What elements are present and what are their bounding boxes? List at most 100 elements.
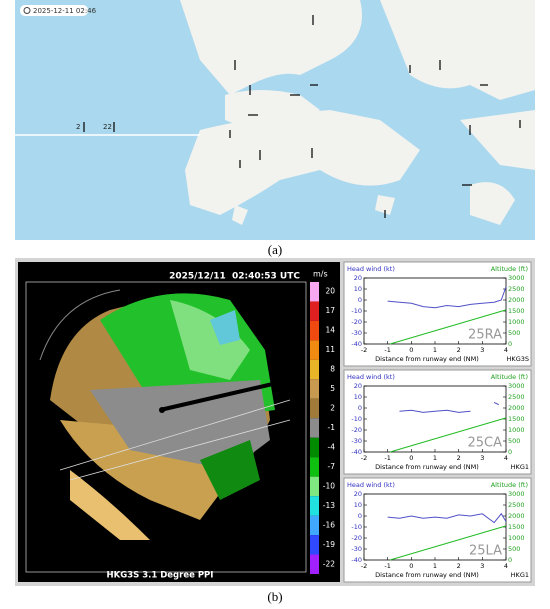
y2-tick-label: 500 [508, 437, 520, 445]
y-tick-label: -30 [351, 437, 362, 445]
y-tick-label: -30 [351, 329, 362, 337]
runway-label: 25RA [468, 328, 502, 343]
series-line [389, 417, 507, 453]
y-tick-label: -40 [351, 556, 362, 564]
x-tick-label: -2 [361, 562, 367, 570]
series-line [387, 512, 507, 524]
runway-label: 25CA [467, 436, 502, 451]
map-timestamp: 2025-12-11 02:46 [33, 7, 97, 15]
y2-tick-label: 2500 [508, 285, 525, 293]
y2-tick-label: 0 [508, 448, 512, 456]
y2-tick-label: 1000 [508, 426, 525, 434]
chart-panel [343, 477, 532, 583]
chart-panel [343, 261, 532, 367]
y2-tick-label: 1500 [508, 415, 525, 423]
y-tick-label: -10 [351, 523, 362, 531]
y-axis-title: Head wind (kt) [347, 481, 395, 489]
x-tick-label: 2 [457, 346, 461, 354]
colorbar-label: -4 [328, 442, 336, 451]
y-tick-label: -20 [351, 426, 362, 434]
colorbar-block [310, 379, 319, 399]
x-tick-label: 4 [504, 454, 508, 462]
runway-label: 25LA [469, 544, 502, 559]
y2-tick-label: 1000 [508, 534, 525, 542]
colorbar-block [310, 457, 319, 477]
y2-tick-label: 3000 [508, 382, 525, 390]
x-axis-title: Distance from runway end (NM) [375, 463, 479, 471]
x-tick-label: -2 [361, 346, 367, 354]
colorbar-label: 8 [330, 365, 335, 374]
y-axis-title: Head wind (kt) [347, 373, 395, 381]
y-tick-label: -30 [351, 545, 362, 553]
x-tick-label: 0 [409, 346, 413, 354]
y-tick-label: 20 [354, 382, 362, 390]
clock-icon [23, 7, 31, 14]
y2-axis-title: Altitude (ft) [491, 265, 528, 273]
y-tick-label: -20 [351, 534, 362, 542]
radar-product: HKG3S 3.1 Degree PPI [107, 571, 214, 581]
y2-axis-title: Altitude (ft) [491, 373, 528, 381]
y-tick-label: -10 [351, 415, 362, 423]
chart-panel [343, 369, 532, 475]
colorbar-block [310, 320, 319, 341]
y2-tick-label: 0 [508, 340, 512, 348]
colorbar-label: 14 [325, 326, 335, 335]
colorbar-label: -1 [328, 423, 336, 432]
y2-tick-label: 2000 [508, 404, 525, 412]
y2-tick-label: 2500 [508, 501, 525, 509]
y2-tick-label: 1500 [508, 523, 525, 531]
y-tick-label: 0 [358, 296, 362, 304]
y-tick-label: 10 [354, 285, 362, 293]
x-tick-label: 2 [457, 454, 461, 462]
colorbar-block [310, 554, 319, 574]
colorbar-block [310, 359, 319, 380]
colorbar-block [310, 535, 319, 555]
x-tick-label: 1 [433, 454, 437, 462]
series-line [387, 286, 507, 309]
y-tick-label: 0 [358, 404, 362, 412]
y2-tick-label: 0 [508, 556, 512, 564]
colorbar-block [310, 437, 319, 458]
series-line [389, 309, 507, 345]
y-axis-title: Head wind (kt) [347, 265, 395, 273]
x-tick-label: -2 [361, 454, 367, 462]
station-label: HKG1 [511, 463, 529, 471]
y-tick-label: -10 [351, 307, 362, 315]
caption-b: (b) [267, 589, 282, 604]
colorbar-unit: m/s [313, 270, 328, 279]
colorbar-label: -19 [323, 540, 335, 549]
x-tick-label: -1 [384, 454, 390, 462]
colorbar-label: 5 [330, 384, 335, 393]
colorbar-block [310, 476, 319, 497]
colorbar-block [310, 515, 319, 536]
colorbar-block [310, 398, 319, 419]
x-tick-label: 4 [504, 562, 508, 570]
y2-tick-label: 500 [508, 329, 520, 337]
colorbar-label: 2 [330, 404, 335, 413]
map-label: 22 [103, 123, 112, 131]
colorbar-block [310, 282, 319, 302]
y2-tick-label: 3000 [508, 490, 525, 498]
y-tick-label: 0 [358, 512, 362, 520]
station-label: HKG1 [511, 571, 529, 579]
colorbar-label: -10 [323, 481, 335, 490]
y-tick-label: 20 [354, 490, 362, 498]
colorbar-label: -7 [328, 462, 336, 471]
colorbar-block [310, 301, 319, 321]
y-tick-label: 10 [354, 393, 362, 401]
y-tick-label: -20 [351, 318, 362, 326]
radar-echo [39, 289, 291, 540]
timestamp-box [20, 5, 88, 16]
y-tick-label: 10 [354, 501, 362, 509]
y2-tick-label: 3000 [508, 274, 525, 282]
colorbar-block [310, 418, 319, 438]
x-tick-label: 1 [433, 562, 437, 570]
colorbar-label: -22 [323, 559, 335, 568]
x-tick-label: 1 [433, 346, 437, 354]
radar-frame [25, 281, 307, 573]
y2-axis-title: Altitude (ft) [491, 481, 528, 489]
x-tick-label: 0 [409, 454, 413, 462]
y2-tick-label: 2000 [508, 512, 525, 520]
